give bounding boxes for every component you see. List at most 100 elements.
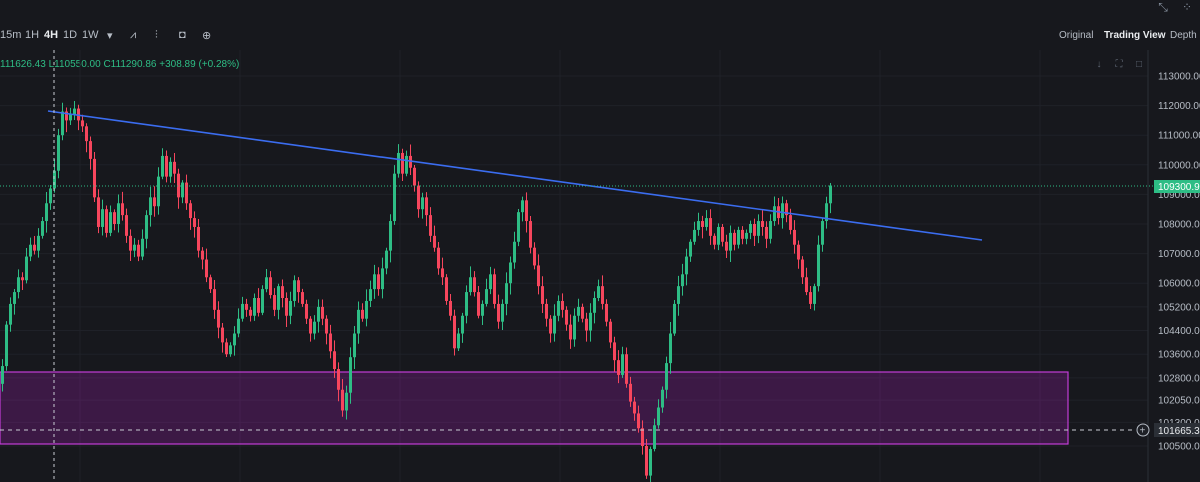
candle-body[interactable] [493,274,496,304]
candle-body[interactable] [305,303,308,319]
candle-body[interactable] [745,232,748,239]
candle-body[interactable] [41,221,44,236]
candle-body[interactable] [709,218,712,236]
candle-body[interactable] [673,303,676,334]
candle-body[interactable] [637,413,640,429]
candle-body[interactable] [349,357,352,393]
settings-icon[interactable]: □ [1135,59,1143,70]
candle-body[interactable] [461,315,464,334]
candle-body[interactable] [397,152,400,174]
candle-body[interactable] [273,295,276,310]
candle-body[interactable] [81,120,84,127]
view-trading-view[interactable]: Trading View [1104,30,1166,41]
candle-body[interactable] [85,126,88,142]
candle-body[interactable] [581,306,584,319]
candle-body[interactable] [173,161,176,174]
candle-body[interactable] [701,221,704,227]
candle-body[interactable] [561,300,564,310]
candle-body[interactable] [281,286,284,298]
candle-body[interactable] [597,286,600,298]
indicator-icon[interactable]: ⩘ [130,29,137,41]
candle-body[interactable] [497,303,500,322]
candle-body[interactable] [361,309,364,319]
candle-body[interactable] [681,274,684,287]
candle-body[interactable] [773,206,776,222]
candle-body[interactable] [277,286,280,310]
candle-body[interactable] [309,318,312,334]
candle-body[interactable] [785,203,788,216]
candle-body[interactable] [389,221,392,251]
candle-body[interactable] [105,209,108,233]
candle-body[interactable] [153,197,156,207]
candle-body[interactable] [453,315,456,349]
candle-body[interactable] [181,182,184,198]
candle-body[interactable] [189,203,192,219]
candle-body[interactable] [121,203,124,216]
candle-body[interactable] [761,221,764,227]
candle-body[interactable] [129,235,132,251]
candle-body[interactable] [473,277,476,293]
candle-body[interactable] [821,221,824,245]
collapse-icon[interactable]: ⤡ [1158,0,1168,14]
candle-body[interactable] [385,250,388,269]
candle-body[interactable] [9,303,12,325]
candle-body[interactable] [741,229,744,239]
candle-body[interactable] [257,298,260,313]
candle-body[interactable] [69,114,72,121]
crosshair-add-icon[interactable] [1136,423,1150,437]
candle-body[interactable] [341,389,344,411]
candle-body[interactable] [157,176,160,207]
candle-body[interactable] [557,300,560,316]
candle-body[interactable] [765,226,768,239]
candle-body[interactable] [89,141,92,159]
candle-body[interactable] [265,277,268,290]
candle-body[interactable] [573,315,576,340]
candle-body[interactable] [161,155,164,177]
timeframe-1h[interactable]: 1H [25,29,40,41]
candle-body[interactable] [721,226,724,242]
candle-body[interactable] [201,250,204,260]
candle-body[interactable] [345,392,348,411]
candle-body[interactable] [621,354,624,375]
candle-body[interactable] [489,274,492,290]
candle-body[interactable] [241,303,244,319]
candle-body[interactable] [625,354,628,384]
candle-body[interactable] [421,197,424,210]
candle-body[interactable] [801,259,804,278]
candle-body[interactable] [641,428,644,446]
candle-body[interactable] [749,224,752,233]
candle-body[interactable] [753,224,756,236]
view-original[interactable]: Original [1059,30,1094,41]
candle-body[interactable] [657,407,660,426]
candle-body[interactable] [661,389,664,408]
candle-body[interactable] [485,289,488,304]
candle-body[interactable] [93,158,96,198]
candle-body[interactable] [697,221,700,230]
candle-body[interactable] [781,203,784,219]
candle-body[interactable] [177,173,180,198]
candle-body[interactable] [733,232,736,245]
candle-body[interactable] [289,300,292,316]
candle-body[interactable] [605,303,608,322]
candle-body[interactable] [377,274,380,290]
candle-body[interactable] [197,226,200,251]
candle-body[interactable] [261,289,264,313]
candle-body[interactable] [813,286,816,304]
candle-body[interactable] [757,221,760,236]
candle-body[interactable] [113,212,116,224]
candle-body[interactable] [317,306,320,322]
candle-body[interactable] [477,292,480,316]
candle-body[interactable] [437,247,440,269]
candle-body[interactable] [589,312,592,331]
candle-body[interactable] [501,303,504,322]
camera-icon[interactable]: ◘ [179,29,186,41]
support-zone[interactable] [0,371,1069,445]
candle-body[interactable] [357,309,360,334]
candle-body[interactable] [269,277,272,296]
timeframe-1w[interactable]: 1W [82,29,99,41]
candle-body[interactable] [829,185,832,204]
candle-body[interactable] [457,333,460,349]
candle-body[interactable] [185,182,188,204]
candle-body[interactable] [237,318,240,334]
candle-body[interactable] [245,303,248,310]
